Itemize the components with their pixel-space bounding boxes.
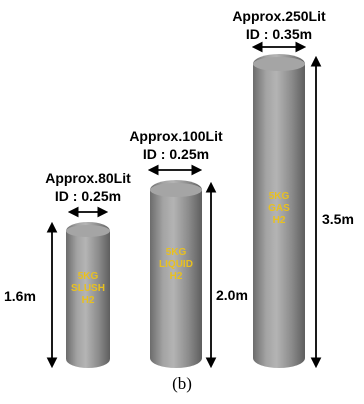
tank-liquid-capacity: Approx.100Lit [129,128,223,144]
tank-gas-diameter: ID : 0.35m [246,26,312,42]
figure-caption: (b) [172,374,192,393]
tank-liquid-label-line-3: H2 [170,271,183,282]
tank-slush-label-line-1: 5KG [78,271,99,282]
tank-gas-top [253,57,305,71]
tank-slush-top [66,225,110,237]
tank-gas-label-line-1: 5KG [269,191,290,202]
tank-slush-height: 1.6m [4,288,36,304]
tank-liquid-label-line-1: 5KG [166,247,187,258]
tank-slush-label-line-3: H2 [82,295,95,306]
tank-gas-label-line-3: H2 [273,215,286,226]
tank-gas-capacity: Approx.250Lit [232,8,326,24]
tank-slush: Approx.80Lit ID : 0.25m 5KG SLUSH H2 1.6… [4,170,131,369]
tank-liquid-top [150,183,202,197]
tank-gas-height: 3.5m [322,211,354,227]
tank-liquid-height: 2.0m [216,287,248,303]
tank-slush-label-line-2: SLUSH [71,283,105,294]
tank-slush-cylinder [66,222,110,368]
tank-liquid: Approx.100Lit ID : 0.25m 5KG LIQUID H2 2… [129,128,248,369]
tank-gas: Approx.250Lit ID : 0.35m 5KG GAS H2 3.5m [232,8,354,369]
tank-liquid-cylinder [150,180,202,368]
tank-slush-capacity: Approx.80Lit [45,170,131,186]
tank-liquid-label-line-2: LIQUID [159,259,193,270]
tank-liquid-diameter: ID : 0.25m [143,146,209,162]
tank-slush-diameter: ID : 0.25m [55,188,121,204]
tank-gas-cylinder [253,54,305,368]
tank-gas-label-line-2: GAS [268,203,290,214]
